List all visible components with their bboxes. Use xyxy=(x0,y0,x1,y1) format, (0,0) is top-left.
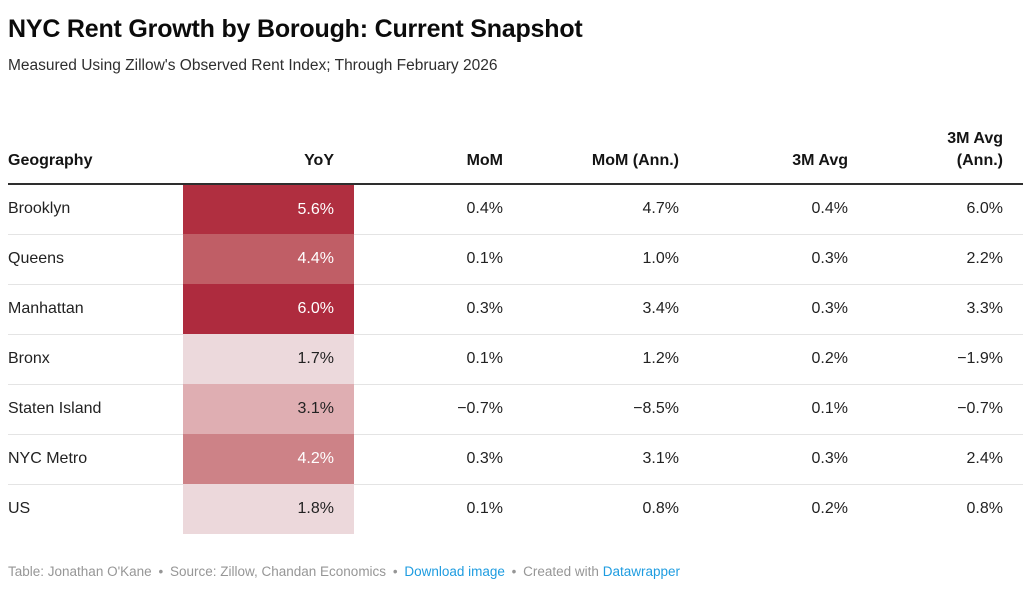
mom-ann-cell: 1.2% xyxy=(523,333,699,385)
mom-ann-cell: 1.0% xyxy=(523,233,699,285)
geography-cell: US xyxy=(8,483,183,535)
page-title: NYC Rent Growth by Borough: Current Snap… xyxy=(8,15,583,43)
avg-3m-ann-cell: 2.4% xyxy=(868,433,1023,485)
table-row-brooklyn: Brooklyn 5.6% 0.4% 4.7% 0.4% 6.0% xyxy=(8,184,1023,235)
mom-ann-cell: 3.4% xyxy=(523,283,699,335)
mom-cell: 0.1% xyxy=(354,333,523,385)
geography-cell: Staten Island xyxy=(8,383,183,435)
mom-cell: 0.1% xyxy=(354,233,523,285)
footer: Table: Jonathan O'Kane • Source: Zillow,… xyxy=(8,564,1016,579)
rent-growth-table: Geography YoY MoM MoM (Ann.) 3M Avg 3M A… xyxy=(8,108,1023,535)
mom-cell: 0.3% xyxy=(354,433,523,485)
table-row-staten-island: Staten Island 3.1% −0.7% −8.5% 0.1% −0.7… xyxy=(8,383,1023,435)
column-header-3m-avg-ann: 3M Avg (Ann.) xyxy=(868,108,1023,186)
footer-separator: • xyxy=(511,564,517,580)
yoy-heatmap-cell: 1.7% xyxy=(183,334,354,385)
mom-cell: 0.4% xyxy=(466,200,503,218)
column-header-mom: MoM xyxy=(354,108,523,186)
mom-ann-cell: 0.8% xyxy=(523,483,699,535)
avg-3m-cell: 0.3% xyxy=(699,433,868,485)
yoy-heatmap-cell: 4.2% xyxy=(183,434,354,485)
mom-cell: 0.3% xyxy=(354,283,523,335)
avg-3m-ann-cell: 0.8% xyxy=(868,483,1023,535)
mom-cell: 0.1% xyxy=(354,483,523,535)
geography-cell: Queens xyxy=(8,233,183,285)
column-header-mom-ann: MoM (Ann.) xyxy=(523,108,699,186)
download-image-link[interactable]: Download image xyxy=(404,564,505,580)
yoy-heatmap-cell: 4.4% xyxy=(183,234,354,285)
table-row-bronx: Bronx 1.7% 0.1% 1.2% 0.2% −1.9% xyxy=(8,333,1023,385)
yoy-heatmap-cell: 3.1% xyxy=(183,384,354,435)
avg-3m-cell: 0.2% xyxy=(699,333,868,385)
geography-cell: Bronx xyxy=(8,333,183,385)
table-row-nyc-metro: NYC Metro 4.2% 0.3% 3.1% 0.3% 2.4% xyxy=(8,433,1023,485)
avg-3m-ann-cell: 2.2% xyxy=(868,233,1023,285)
header-line-1: 3M Avg xyxy=(947,130,1003,147)
mom-ann-cell: 3.1% xyxy=(523,433,699,485)
avg-3m-cell: 0.2% xyxy=(699,483,868,535)
yoy-heatmap-cell: 5.6% xyxy=(183,184,354,235)
table-header: Geography YoY MoM MoM (Ann.) 3M Avg 3M A… xyxy=(8,108,1023,186)
footer-attribution: Table: Jonathan O'Kane xyxy=(8,564,152,580)
table-row-manhattan: Manhattan 6.0% 0.3% 3.4% 0.3% 3.3% xyxy=(8,283,1023,335)
avg-3m-ann-cell: −1.9% xyxy=(868,333,1023,385)
mom-ann-cell: −8.5% xyxy=(523,383,699,435)
avg-3m-ann-cell: −0.7% xyxy=(868,383,1023,435)
geography-cell: Brooklyn xyxy=(8,200,71,218)
avg-3m-ann-cell: 3.3% xyxy=(868,283,1023,335)
column-header-geography: Geography xyxy=(8,108,183,186)
avg-3m-ann-cell: 6.0% xyxy=(966,200,1003,218)
geography-cell: NYC Metro xyxy=(8,433,183,485)
mom-ann-cell: 4.7% xyxy=(642,200,679,218)
avg-3m-cell: 0.3% xyxy=(699,233,868,285)
datawrapper-link[interactable]: Datawrapper xyxy=(602,564,681,580)
avg-3m-cell: 0.4% xyxy=(811,200,848,218)
header-row: Geography YoY MoM MoM (Ann.) 3M Avg 3M A… xyxy=(8,108,1023,186)
header-line-2: (Ann.) xyxy=(956,151,1003,169)
footer-separator: • xyxy=(392,564,398,580)
column-header-yoy: YoY xyxy=(183,108,354,186)
page-subtitle: Measured Using Zillow's Observed Rent In… xyxy=(8,57,498,74)
table-row-us: US 1.8% 0.1% 0.8% 0.2% 0.8% xyxy=(8,483,1023,535)
avg-3m-cell: 0.3% xyxy=(699,283,868,335)
mom-cell: −0.7% xyxy=(354,383,523,435)
footer-created-with: Created with xyxy=(523,564,599,580)
footer-separator: • xyxy=(158,564,164,580)
table-row-queens: Queens 4.4% 0.1% 1.0% 0.3% 2.2% xyxy=(8,233,1023,285)
column-header-3m-avg: 3M Avg xyxy=(699,108,868,186)
geography-cell: Manhattan xyxy=(8,283,183,335)
footer-source: Source: Zillow, Chandan Economics xyxy=(169,564,387,580)
table-body: Brooklyn 5.6% 0.4% 4.7% 0.4% 6.0% Queens… xyxy=(8,184,1023,535)
avg-3m-cell: 0.1% xyxy=(699,383,868,435)
yoy-heatmap-cell: 1.8% xyxy=(183,484,354,535)
yoy-heatmap-cell: 6.0% xyxy=(183,284,354,335)
